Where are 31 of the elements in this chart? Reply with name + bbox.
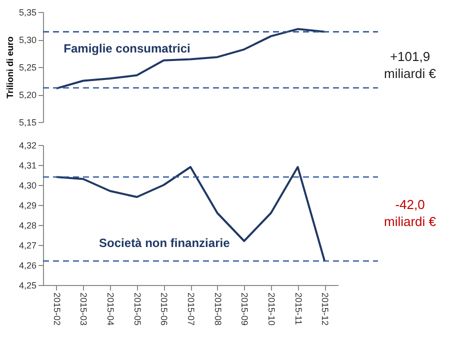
y-tick-label: 5,30 bbox=[18, 35, 36, 45]
y-tick-label: 5,15 bbox=[18, 118, 36, 128]
series-label: Famiglie consumatrici bbox=[64, 41, 190, 56]
line-series bbox=[55, 166, 326, 262]
y-tick-label: 4,29 bbox=[18, 200, 36, 210]
x-tick-label: 2015-06 bbox=[159, 292, 170, 326]
text: -42,0 miliardi € bbox=[384, 197, 437, 229]
text: +101,9 miliardi € bbox=[384, 49, 437, 81]
x-tick-label: 2015-11 bbox=[293, 292, 304, 325]
x-tick-label: 2015-07 bbox=[186, 292, 196, 326]
x-tick-label: 2015-12 bbox=[320, 292, 330, 326]
y-tick-label: 4,25 bbox=[18, 280, 36, 290]
y-tick-label: 4,31 bbox=[18, 160, 36, 170]
x-tick-label: 2015-03 bbox=[78, 292, 89, 326]
series-label: Società non finanziarie bbox=[99, 236, 230, 250]
x-tick-label: 2015-02 bbox=[52, 292, 62, 326]
x-tick-label: 2015-04 bbox=[106, 292, 116, 326]
y-tick-label: 4,27 bbox=[18, 240, 36, 250]
y-tick-label: 4,30 bbox=[18, 180, 36, 190]
y-axis-title: Trilioni di euro bbox=[4, 36, 15, 99]
y-tick-label: 5,25 bbox=[18, 62, 36, 72]
line-series bbox=[55, 28, 326, 90]
x-tick-label: 2015-05 bbox=[132, 292, 142, 326]
y-tick-label: 4,28 bbox=[18, 220, 36, 230]
x-tick-label: 2015-10 bbox=[266, 292, 276, 326]
x-tick-label: 2015-08 bbox=[212, 292, 223, 326]
y-tick-label: 4,32 bbox=[18, 140, 36, 150]
y-tick-label: 5,35 bbox=[18, 8, 36, 18]
x-tick-label: 2015-09 bbox=[240, 292, 250, 326]
y-tick-label: 4,26 bbox=[18, 260, 36, 270]
y-tick-label: 5,20 bbox=[18, 90, 36, 100]
